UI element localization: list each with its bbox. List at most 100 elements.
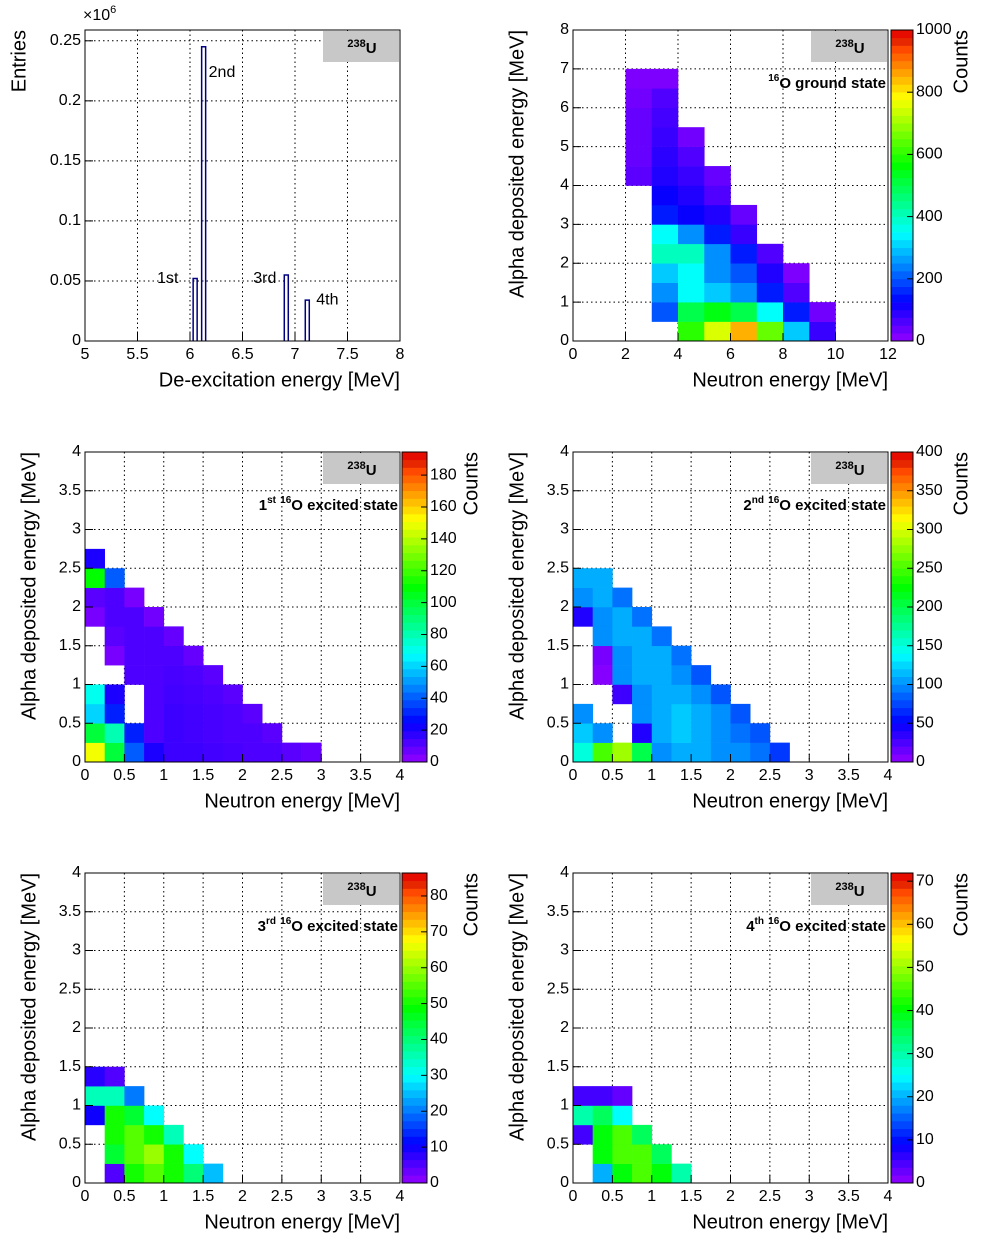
heat-cell (862, 263, 889, 283)
heat-cell (756, 243, 784, 264)
state-label: 16O ground state (768, 73, 886, 92)
colorbar-band (891, 715, 913, 724)
heat-cell (862, 108, 889, 128)
label-text: O excited state (779, 497, 886, 514)
heat-cell (262, 568, 282, 588)
colorbar-band (891, 591, 913, 600)
heat-cell (163, 742, 184, 763)
colorbar-tick-label: 60 (430, 658, 448, 675)
heat-cell (691, 607, 711, 627)
heat-cell (104, 1124, 125, 1145)
y-tick-label: 0 (72, 332, 81, 349)
colorbar-band (891, 692, 913, 701)
heat-cell (222, 703, 243, 724)
colorbar-band (891, 193, 913, 202)
heat-cell (223, 588, 243, 608)
heat-cell (124, 626, 145, 647)
label-text: O excited state (291, 918, 398, 935)
colorbar-tick-label: 80 (430, 887, 448, 904)
heat-cell (809, 244, 836, 264)
heat-cell (144, 607, 165, 627)
tag-text: U (854, 462, 865, 479)
heat-cell (704, 49, 731, 69)
heat-cell (691, 588, 711, 608)
colorbar-band (402, 896, 427, 905)
heat-cell (770, 685, 790, 705)
colorbar-band (402, 1020, 427, 1029)
heat-cell (592, 587, 613, 608)
heat-cell (573, 30, 600, 50)
heat-cell (632, 568, 652, 588)
colorbar-tick-label: 120 (430, 562, 457, 579)
heat-cell (770, 588, 790, 608)
colorbar-band (891, 467, 913, 476)
x-tick-label: 1 (647, 1188, 656, 1205)
heat-cell (691, 626, 711, 646)
heat-cell (678, 243, 705, 264)
colorbar-band (891, 1144, 913, 1153)
heat-cell (652, 568, 672, 588)
heat-cell (651, 185, 679, 206)
heat-cell (592, 1163, 613, 1184)
heat-cell (612, 1124, 633, 1145)
heat-cell (770, 646, 790, 666)
x-tick-label: 2.5 (759, 767, 781, 784)
heat-cell (651, 645, 672, 666)
tag-sup: 238 (347, 38, 365, 50)
y-tick-label: 4 (560, 864, 569, 881)
colorbar-band (402, 1128, 427, 1137)
heat-cell (651, 166, 679, 186)
y-tick-label: 0 (72, 1174, 81, 1191)
y-tick-label: 2 (560, 598, 569, 615)
heat-cell (163, 1124, 184, 1145)
colorbar-band (402, 537, 427, 546)
y-tick-label: 3 (72, 942, 81, 959)
y-tick-label: 7 (560, 60, 569, 77)
tag-text: U (366, 40, 377, 57)
heat-cell (183, 568, 203, 588)
heat-cell (203, 723, 224, 743)
heat-cell (599, 283, 626, 303)
colorbar-tick-label: 400 (916, 443, 943, 460)
heat-cell (756, 321, 784, 342)
heat-cell (691, 1086, 711, 1106)
heat-cell (85, 684, 105, 705)
heat-cell (671, 1144, 691, 1164)
y-tick-label: 3.5 (59, 903, 81, 920)
heat-cell (731, 685, 751, 705)
spike (200, 46, 207, 341)
heat-cell (790, 626, 810, 646)
heat-cell (612, 723, 632, 743)
heat-cell (203, 646, 223, 666)
heat-cell (573, 224, 600, 244)
colorbar-frame (890, 29, 914, 342)
heat-cell (651, 665, 672, 685)
heat-cell (770, 607, 790, 627)
heat-cell (783, 282, 810, 303)
colorbar-tick-label: 10 (916, 1131, 934, 1148)
heat-cell (862, 244, 889, 264)
heat-cell (85, 587, 105, 608)
label-text: O ground state (779, 75, 886, 92)
colorbar-tick-label: 800 (916, 83, 943, 100)
heat-cell (105, 549, 125, 569)
heat-cell (144, 723, 165, 743)
heat-cell (836, 224, 863, 244)
colorbar-band (891, 452, 913, 461)
tag-text: U (854, 40, 865, 57)
heat-cell (163, 1163, 184, 1184)
heat-cell (203, 742, 224, 763)
heat-cell (809, 147, 836, 167)
heat-cell (124, 665, 145, 685)
y-tick-label: 0 (560, 1174, 569, 1191)
colorbar-band (402, 568, 427, 577)
heat-cell (85, 646, 105, 666)
colorbar-band (402, 661, 427, 670)
heat-cell (599, 49, 626, 69)
colorbar-band (891, 37, 913, 46)
heat-cell (809, 166, 836, 186)
colorbar-band (402, 1113, 427, 1122)
colorbar-band (891, 459, 913, 468)
heat-cell (612, 1105, 633, 1126)
y-tick-label: 0.1 (59, 212, 81, 229)
